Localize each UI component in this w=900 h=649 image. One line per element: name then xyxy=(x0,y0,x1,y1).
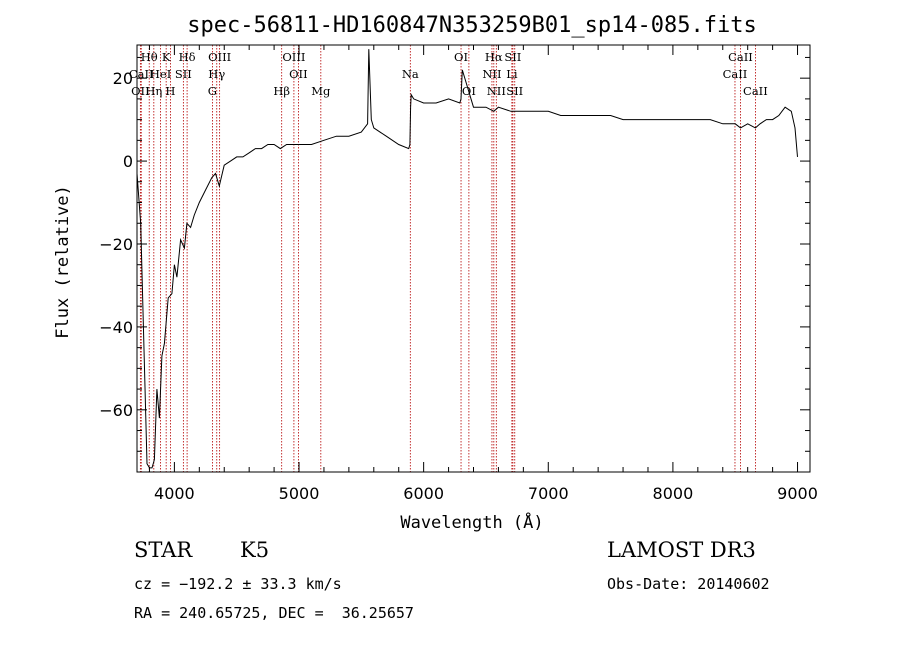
spectral-line-label: Hη xyxy=(145,84,162,98)
spectral-line-label: OIII xyxy=(208,50,231,64)
survey-name: LAMOST DR3 xyxy=(607,538,756,562)
x-tick-label: 5000 xyxy=(279,484,320,503)
y-axis-ticks: −60 −40 −20 0 20 xyxy=(99,56,810,452)
spectral-line-label: G xyxy=(208,84,217,98)
spectral-line-label: H xyxy=(165,84,175,98)
object-subclass: K5 xyxy=(240,538,270,562)
spectral-line-label: SII xyxy=(175,67,192,81)
y-tick-label: −20 xyxy=(99,235,133,254)
sky-coordinates: RA = 240.65725, DEC = 36.25657 xyxy=(134,604,414,622)
observation-date: Obs-Date: 20140602 xyxy=(607,575,770,593)
chart-title: spec-56811-HD160847N353259B01_sp14-085.f… xyxy=(187,13,757,38)
x-axis-label: Wavelength (Å) xyxy=(400,511,543,533)
spectral-line-label: Hγ xyxy=(208,67,225,81)
x-tick-label: 6000 xyxy=(403,484,444,503)
spectral-line-label: Mg xyxy=(311,84,331,98)
redshift-velocity: cz = −192.2 ± 33.3 km/s xyxy=(134,575,342,593)
spectrum-series-line xyxy=(136,49,798,469)
x-axis-ticks: 4000 5000 6000 7000 8000 9000 xyxy=(148,45,818,503)
spectral-line-label: NII xyxy=(482,67,501,81)
spectral-line-label: Na xyxy=(402,67,419,81)
spectral-line-label: CaII xyxy=(129,67,154,81)
spectral-line-label: SII xyxy=(504,50,521,64)
spectral-line-label: OII xyxy=(289,67,308,81)
y-tick-label: 0 xyxy=(123,152,133,171)
plot-frame xyxy=(136,44,811,473)
y-tick-label: −60 xyxy=(99,401,133,420)
y-tick-label: 20 xyxy=(113,69,133,88)
spectral-line-label: SII xyxy=(506,84,523,98)
spectral-line-label: OI xyxy=(454,50,468,64)
spectral-line-label: Hβ xyxy=(273,84,290,98)
spectral-line-label: CaII xyxy=(728,50,753,64)
spectral-line-label: K xyxy=(162,50,171,64)
x-tick-label: 9000 xyxy=(777,484,818,503)
spectral-line-label: CaII xyxy=(743,84,768,98)
spectral-line-label: CaII xyxy=(723,67,748,81)
spectral-line-label: NII xyxy=(487,84,506,98)
spectral-line-label: HeI xyxy=(150,67,171,81)
spectral-line-label: Hθ xyxy=(141,50,158,64)
spectral-line-label: OIII xyxy=(282,50,305,64)
spectral-line-label: OII xyxy=(131,84,150,98)
spectral-line-label: Hα xyxy=(485,50,503,64)
x-tick-label: 7000 xyxy=(528,484,569,503)
x-tick-label: 4000 xyxy=(154,484,195,503)
spectral-line-markers xyxy=(139,45,756,472)
y-axis-label: Flux (relative) xyxy=(53,185,73,339)
object-class: STAR xyxy=(134,538,193,562)
spectral-line-label: Li xyxy=(506,67,518,81)
spectral-line-label: Hδ xyxy=(179,50,196,64)
x-tick-label: 8000 xyxy=(653,484,694,503)
y-tick-label: −40 xyxy=(99,318,133,337)
